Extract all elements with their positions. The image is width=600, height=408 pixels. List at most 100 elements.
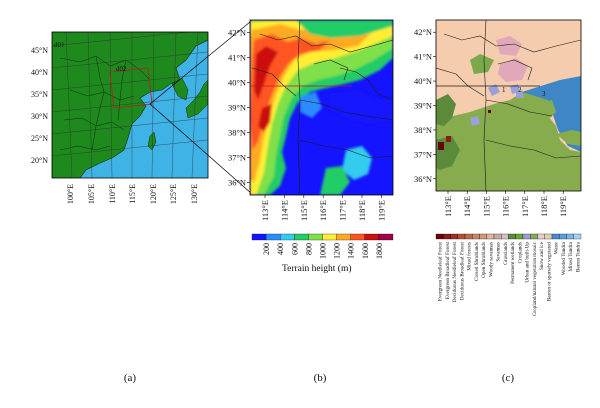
legend-swatch <box>522 233 531 240</box>
legend-swatch <box>457 233 466 240</box>
colorbar-swatch <box>308 233 323 241</box>
lon-tick-label: 113°E <box>443 196 453 217</box>
lon-tick-label: 118°E <box>539 196 549 217</box>
legend-category-label: Urban and built-Up <box>525 242 531 283</box>
lon-tick-label: 125°E <box>169 184 178 204</box>
panel-b-label: (b) <box>313 372 327 384</box>
colorbar-tick-label: 1400 <box>347 243 356 259</box>
lat-tick-label: 41°N <box>228 53 246 63</box>
lat-tick-label: 37°N <box>228 153 246 163</box>
colorbar-tick-label: 200 <box>262 243 271 255</box>
colorbar-tick-label: 600 <box>290 243 299 255</box>
lon-tick-label: 116°E <box>501 196 511 217</box>
legend-category-label: Mixed forests <box>466 242 473 271</box>
colorbar-tick-label: 400 <box>276 243 285 255</box>
legend-swatch <box>559 233 567 240</box>
legend-category-label: Croplands <box>517 242 523 263</box>
lon-tick-label: 118°E <box>357 200 367 221</box>
lat-tick-label: 30°N <box>31 112 48 121</box>
legend-swatch <box>435 233 444 240</box>
colorbar-swatch <box>280 233 295 241</box>
colorbar-swatch <box>350 233 365 241</box>
terrain-field <box>250 20 393 195</box>
panel-a-label: (a) <box>123 372 137 384</box>
terrain-colorbar: 200 400 600 800 1000 1200 1400 1600 1800 <box>251 233 394 259</box>
legend-category-label: Open Shrublands <box>481 242 487 278</box>
graticule <box>52 32 208 178</box>
legend-category-label: Wooded Tundra <box>561 241 567 275</box>
legend-category-label: Closed Shrublands <box>474 242 480 281</box>
colorbar-tick-label: 1800 <box>375 243 384 259</box>
legend-swatch <box>472 233 480 240</box>
legend-category-label: Water <box>554 242 560 255</box>
legend-category-label: Snow and ice <box>539 241 545 270</box>
legend-category-label: Evergreen Broadleaf Forest <box>444 241 451 299</box>
lat-tick-label: 36°N <box>414 174 432 184</box>
lon-tick-label: 115°E <box>128 184 137 204</box>
legend-category-label: Permanent wetlands <box>510 242 516 284</box>
lon-tick-label: 120°E <box>149 184 158 204</box>
lon-tick-label: 114°E <box>279 200 289 221</box>
legend-swatch <box>464 233 473 240</box>
lat-tick-label: 40°N <box>228 78 246 88</box>
lat-tick-label: 39°N <box>414 101 432 111</box>
lat-tick-label: 35°N <box>31 90 48 99</box>
lon-tick-label: 116°E <box>318 200 328 221</box>
panel-c-label: (c) <box>501 372 515 384</box>
lon-tick-label: 115°E <box>299 200 309 221</box>
lat-tick-label: 25°N <box>31 134 48 143</box>
province-borders <box>59 55 151 151</box>
lat-tick-label: 38°N <box>414 125 432 135</box>
legend-swatch <box>450 233 458 240</box>
legend-swatch <box>443 233 451 240</box>
legend-swatch <box>486 233 495 240</box>
colorbar-tick-label: 1200 <box>333 243 342 259</box>
lon-tick-label: 130°E <box>190 184 199 204</box>
colorbar-swatch <box>322 233 337 241</box>
panel-b-lat-ticks: 42°N 41°N 40°N 39°N 38°N 37°N 36°N <box>228 28 250 188</box>
colorbar-swatch <box>294 233 309 241</box>
lat-tick-label: 20°N <box>31 156 48 165</box>
lon-tick-label: 115°E <box>481 196 491 217</box>
legend-swatch <box>479 233 487 240</box>
colorbar-swatch <box>378 233 394 241</box>
d02-label: d02 <box>116 65 127 73</box>
lat-tick-label: 40°N <box>414 76 432 86</box>
colorbar-tick-label: 1000 <box>319 243 328 259</box>
lon-tick-label: 117°E <box>338 200 348 221</box>
panel-a-frame <box>51 31 209 179</box>
colorbar-swatch <box>336 233 351 241</box>
legend-swatch <box>508 233 516 240</box>
colorbar-tick-label: 1600 <box>361 243 370 259</box>
panel-b-map: 42°N41°N40°N39°N38°N37°N36°N 113°E 114°E 1… <box>228 19 394 221</box>
panel-a-lat-ticks: 45°N 40°N 35°N 30°N 25°N 20°N <box>31 46 48 165</box>
point-label-3: 3 <box>542 90 546 98</box>
lon-tick-label: 114°E <box>462 196 472 217</box>
panel-b-lon-ticks: 113°E 114°E 115°E 116°E 117°E 118°E 119°E <box>260 195 386 221</box>
zoom-connectors <box>149 21 253 195</box>
legend-swatch <box>537 233 545 240</box>
legend-category-label: Mixed Tundra <box>568 241 574 271</box>
lat-tick-label: 40°N <box>31 68 48 77</box>
landuse-legend: Evergreen Needleleaf Forest Evergreen Bro… <box>435 233 582 316</box>
admin-borders-c <box>436 20 581 191</box>
legend-swatch <box>544 233 553 240</box>
lat-tick-label: 39°N <box>228 103 246 113</box>
panel-a-map: d01 d02 45°N40°N35°N30°N25°N20°N 100°E 10… <box>31 31 209 204</box>
legend-category-label: Savannas <box>496 242 502 262</box>
lat-tick-label: 41°N <box>414 52 432 62</box>
legend-swatch <box>501 233 509 240</box>
lat-tick-label: 42°N <box>228 28 246 38</box>
colorbar-tick-label: 800 <box>304 243 313 255</box>
legend-swatch <box>551 233 560 240</box>
lon-tick-label: 113°E <box>260 200 270 221</box>
legend-swatch <box>515 233 524 240</box>
colorbar-swatch <box>265 233 281 241</box>
d01-label: d01 <box>54 41 65 49</box>
lon-tick-label: 100°E <box>66 184 75 204</box>
lat-tick-label: 42°N <box>414 27 432 37</box>
legend-category-label: Woody savannas <box>488 242 494 277</box>
lon-tick-label: 110°E <box>108 184 117 204</box>
legend-swatch <box>573 233 582 240</box>
